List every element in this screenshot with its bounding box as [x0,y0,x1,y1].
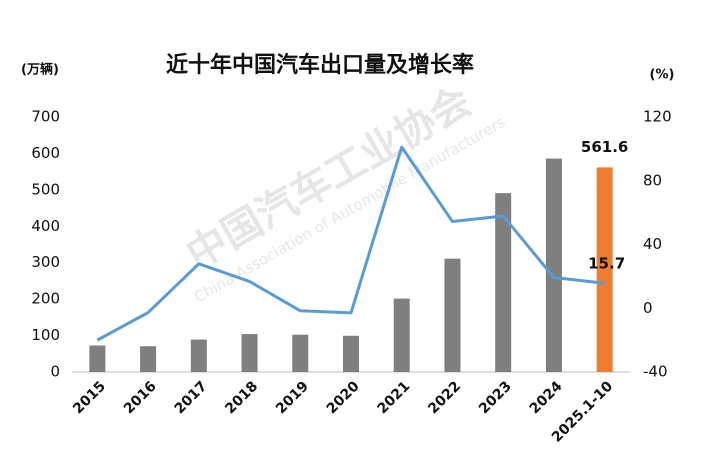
y-tick-label: 300 [31,253,60,271]
bar [241,334,258,372]
x-tick-label: 2024 [527,378,566,417]
bar [140,346,157,372]
watermark: 中国汽车工业协会 [179,78,479,278]
bar [596,167,613,372]
y2-tick-label: 40 [643,235,662,253]
y2-tick-label: 0 [643,299,653,317]
y-tick-label: 600 [31,144,60,162]
y2-tick-label: 80 [643,171,662,189]
bar [190,339,207,372]
line [96,145,605,342]
x-tick-label: 2022 [425,378,464,417]
y-tick-label: 500 [31,180,60,198]
x-tick-label: 2021 [375,378,414,417]
bar [545,158,562,372]
y2-tick-label: 120 [643,108,672,126]
y-tick-label: 200 [31,290,60,308]
x-tick-label: 2016 [121,378,160,417]
bar [393,298,410,372]
x-tick-label: 2018 [222,378,261,417]
bar [495,193,512,372]
y-tick-label: 400 [31,217,60,235]
y-tick-label: 700 [31,108,60,126]
x-tick-label: 2015 [70,378,109,417]
x-tick-label: 2017 [172,378,211,417]
y2-tick-label: -40 [643,363,668,381]
bar [89,345,106,372]
bar [292,334,309,372]
y-tick-label: 100 [31,326,60,344]
bar [343,335,359,372]
x-tick-label: 2023 [476,378,515,417]
x-tick-label: 2019 [273,378,312,417]
y-tick-label: 0 [50,363,60,381]
data-label: 15.7 [588,255,625,273]
chart-title: 近十年中国汽车出口量及增长率 [166,52,474,78]
bar [444,258,461,372]
x-tick-label: 2020 [324,378,363,417]
data-label: 561.6 [581,138,628,156]
y-axis-unit: (万辆) [21,62,59,78]
y2-axis-unit: (%) [650,68,675,83]
